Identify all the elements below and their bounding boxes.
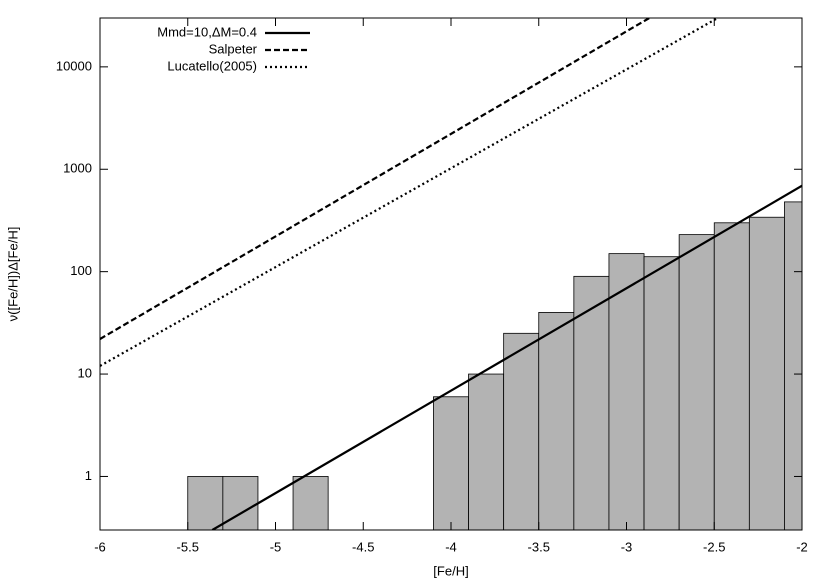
x-axis-label: [Fe/H] bbox=[433, 563, 468, 578]
x-tick-label: -3 bbox=[621, 539, 633, 554]
x-tick-label: -4 bbox=[445, 539, 457, 554]
series-line bbox=[100, 18, 719, 367]
series-line bbox=[100, 18, 650, 340]
y-tick-label: 100 bbox=[70, 263, 92, 278]
y-tick-label: 1000 bbox=[63, 161, 92, 176]
x-tick-label: -4.5 bbox=[352, 539, 374, 554]
bar bbox=[187, 476, 224, 530]
y-tick-label: 10 bbox=[78, 365, 92, 380]
series-line bbox=[211, 184, 802, 530]
bar bbox=[678, 234, 715, 530]
bar bbox=[713, 222, 750, 530]
legend-label: Mmd=10,ΔM=0.4 bbox=[157, 24, 257, 39]
bar bbox=[433, 396, 469, 530]
bar bbox=[503, 332, 540, 530]
bar bbox=[573, 275, 610, 530]
bar bbox=[468, 373, 505, 530]
x-tick-label: -3.5 bbox=[528, 539, 550, 554]
x-tick-label: -5.5 bbox=[177, 539, 199, 554]
lines bbox=[100, 18, 802, 530]
y-tick-label: 10000 bbox=[56, 58, 92, 73]
bar bbox=[643, 256, 680, 530]
bar bbox=[784, 201, 802, 530]
bars bbox=[187, 201, 802, 530]
bar bbox=[748, 216, 785, 530]
x-tick-label: -5 bbox=[270, 539, 282, 554]
x-tick-label: -6 bbox=[94, 539, 106, 554]
legend-label: Salpeter bbox=[209, 41, 258, 56]
legend-label: Lucatello(2005) bbox=[167, 58, 257, 73]
y-axis-label: ν([Fe/H])Δ[Fe/H] bbox=[5, 227, 20, 322]
bar bbox=[538, 312, 575, 530]
x-tick-label: -2 bbox=[796, 539, 808, 554]
bar bbox=[292, 476, 329, 530]
x-tick-label: -2.5 bbox=[703, 539, 725, 554]
y-tick-label: 1 bbox=[85, 468, 92, 483]
bar bbox=[608, 253, 645, 530]
